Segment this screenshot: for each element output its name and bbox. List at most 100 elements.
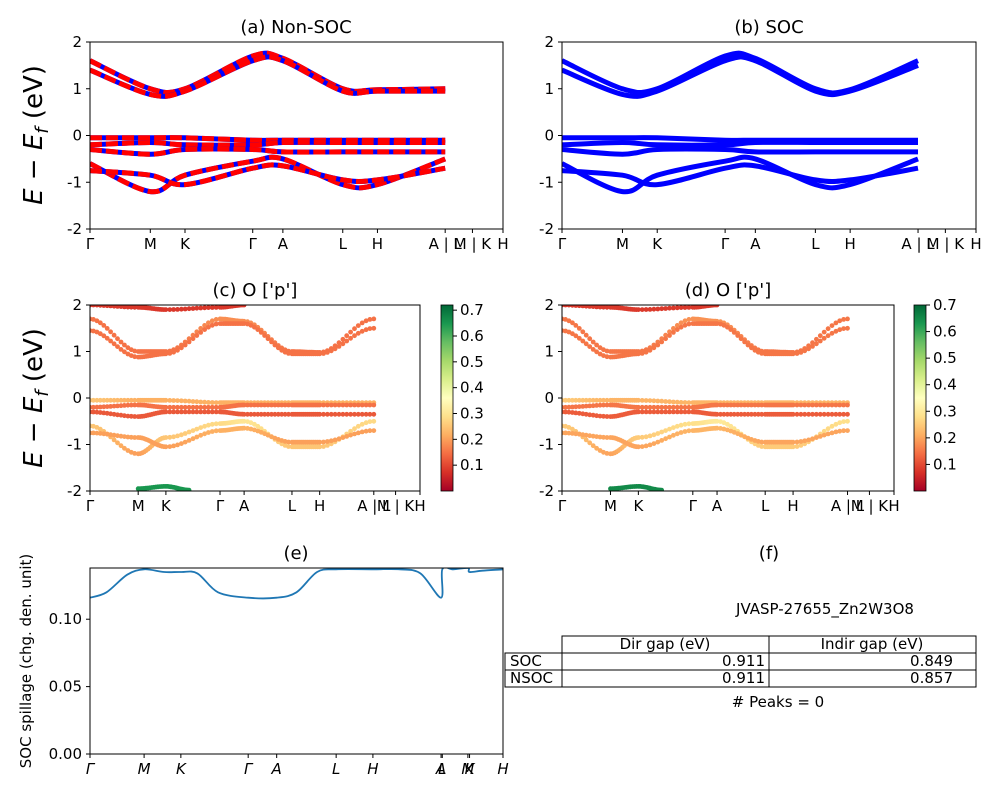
orbital-weight-point (269, 339, 274, 345)
orbital-weight-point (845, 428, 850, 433)
orbital-weight-point (359, 328, 365, 334)
orbital-weight-point (279, 411, 285, 417)
orbital-weight-point (829, 423, 835, 429)
orbital-weight-point (659, 409, 665, 415)
orbital-weight-point (829, 323, 835, 328)
orbital-weight-point (841, 428, 846, 434)
orbital-weight-point (367, 411, 373, 417)
orbital-weight-point (674, 431, 680, 437)
orbital-weight-point (179, 404, 184, 410)
orbital-weight-point (731, 330, 737, 335)
colorbar-tick-label: 0.4 (933, 376, 957, 394)
orbital-weight-point (352, 426, 357, 432)
y-tick-label-e: 0.10 (49, 610, 82, 628)
orbital-weight-point (182, 404, 188, 410)
orbital-weight-point (355, 323, 361, 328)
plot-b-bands (562, 50, 919, 195)
x-tick-label-c: A (239, 497, 250, 515)
orbital-weight-point (821, 335, 827, 341)
orbital-weight-point (359, 411, 365, 417)
x-tick-label-e: M (138, 760, 151, 778)
orbital-weight-point (802, 348, 808, 354)
orbital-weight-point (163, 351, 169, 357)
colorbar-tick-label: 0.3 (933, 402, 957, 420)
panel-e-title: (e) (283, 543, 308, 564)
orbital-weight-point (745, 411, 751, 417)
y-tick-label-b: 1 (544, 80, 554, 98)
colorbar-tick-label: 0.6 (933, 323, 957, 341)
orbital-weight-point (186, 404, 192, 410)
orbital-weight-point (167, 307, 173, 312)
orbital-weight-point (806, 437, 811, 443)
orbital-weight-point (104, 326, 110, 331)
orbital-weight-point (601, 413, 606, 419)
orbital-weight-point (682, 421, 688, 427)
orbital-weight-point (328, 438, 334, 444)
orbital-weight-point (573, 333, 579, 339)
orbital-weight-point (115, 344, 120, 349)
orbital-weight-point (755, 402, 761, 408)
orbital-weight-point (182, 342, 188, 348)
orbital-weight-point (821, 432, 827, 438)
orbital-weight-point (171, 404, 177, 410)
orbital-weight-point (825, 333, 831, 339)
orbital-weight-point (597, 413, 603, 419)
x-tick-label-c: M (132, 497, 145, 515)
orbital-weight-point (182, 398, 188, 404)
orbital-weight-point (659, 306, 665, 312)
orbital-weight-point (671, 432, 676, 438)
orbital-weight-point (728, 423, 734, 429)
orbital-weight-point (245, 402, 250, 408)
orbital-weight-point (845, 316, 850, 322)
orbital-weight-point (171, 398, 177, 403)
plot-frame-e (89, 567, 504, 755)
panel-c-title: (c) O ['p'] (213, 280, 298, 301)
orbital-weight-point (728, 327, 734, 332)
x-tick-label-a: A | L (429, 235, 463, 253)
x-tick-label-e: A (435, 760, 446, 778)
orbital-weight-point (132, 402, 138, 408)
orbital-weight-point (175, 307, 180, 312)
orbital-weight-point (806, 402, 811, 408)
orbital-weight-point (667, 329, 672, 335)
orbital-weight-point (371, 418, 377, 424)
orbital-weight-point (122, 397, 127, 403)
band-line-nonsoc-overlay (90, 135, 446, 143)
orbital-weight-point (194, 409, 200, 415)
orbital-weight-point (639, 409, 645, 415)
orbital-weight-point (759, 444, 765, 449)
orbital-weight-point (325, 411, 330, 417)
orbital-weight-point (682, 322, 688, 328)
orbital-weight-point (678, 400, 684, 405)
orbital-weight-point (132, 435, 138, 440)
orbital-weight-point (674, 404, 680, 410)
orbital-weight-point (604, 305, 610, 310)
orbital-weight-point (686, 404, 692, 410)
orbital-weight-point (738, 411, 744, 417)
panel-a-title: (a) Non-SOC (240, 17, 351, 38)
orbital-weight-point (202, 305, 208, 311)
orbital-weight-point (659, 339, 665, 345)
orbital-weight-point (132, 451, 138, 456)
orbital-weight-point (186, 429, 192, 435)
orbital-weight-point (798, 411, 804, 417)
orbital-weight-point (659, 438, 665, 443)
orbital-weight-point (825, 326, 831, 332)
orbital-weight-point (845, 411, 850, 417)
x-tick-label-d: L (761, 497, 770, 515)
orbital-weight-point (735, 333, 741, 338)
band-line-soc (562, 162, 919, 188)
peaks-count: # Peaks = 0 (732, 693, 824, 711)
orbital-weight-point (671, 305, 676, 311)
orbital-weight-point (332, 346, 338, 352)
orbital-weight-point (597, 397, 603, 403)
orbital-weight-point (252, 411, 257, 417)
orbital-weight-point (728, 411, 734, 417)
orbital-weight-point (367, 317, 373, 322)
orbital-weight-point (182, 431, 188, 436)
orbital-weight-point (837, 420, 843, 426)
orbital-weight-point (655, 404, 661, 410)
orbital-weight-point (682, 318, 688, 324)
orbital-weight-point (336, 402, 342, 408)
